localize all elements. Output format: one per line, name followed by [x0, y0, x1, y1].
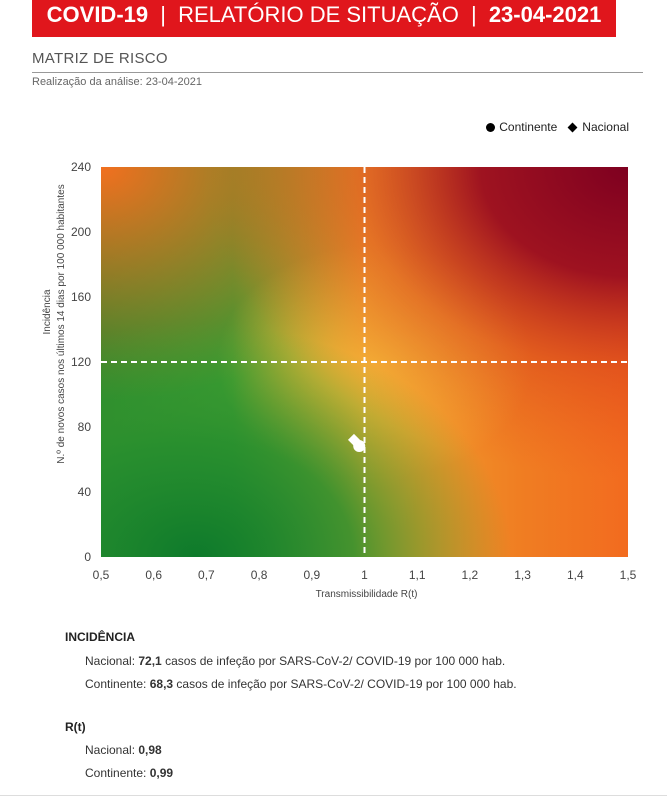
- x-tick-label: 1,4: [567, 568, 584, 582]
- y-axis-ticks: 0 40 80 120 160 200 240: [71, 160, 91, 564]
- rt-continente: Continente: 0,99: [85, 766, 173, 780]
- incidencia-heading: INCIDÊNCIA: [65, 630, 136, 644]
- y-tick-label: 200: [71, 225, 91, 239]
- diamond-marker-icon: [567, 122, 578, 132]
- risk-matrix-chart: 0 40 80 120 160 200 240 0,5 0,6 0,7 0,8 0,9 1 1,1 1,2…: [42, 160, 637, 600]
- y-tick-label: 240: [71, 160, 91, 174]
- legend-item-continente: Continente: [486, 120, 557, 134]
- incidencia-continente-value: 68,3: [149, 677, 174, 691]
- incidencia-nacional-label: Nacional:: [85, 654, 139, 668]
- header-title: RELATÓRIO DE SITUAÇÃO: [178, 2, 459, 27]
- incidencia-nacional: Nacional: 72,1 casos de infeção por SARS…: [85, 654, 505, 668]
- x-tick-label: 1: [361, 568, 368, 582]
- marker-nacional: [347, 433, 360, 446]
- x-tick-label: 0,5: [93, 568, 110, 582]
- x-tick-label: 1,2: [462, 568, 479, 582]
- incidencia-nacional-value: 72,1: [138, 654, 162, 668]
- rt-continente-value: 0,99: [149, 766, 174, 780]
- section-divider: [32, 72, 643, 73]
- rt-nacional: Nacional: 0,98: [85, 743, 162, 757]
- header-brand: COVID-19: [46, 2, 149, 27]
- x-tick-label: 0,9: [303, 568, 320, 582]
- report-header-banner: COVID-19 | RELATÓRIO DE SITUAÇÃO | 23-04…: [32, 0, 616, 37]
- chart-legend: Continente Nacional: [486, 120, 629, 134]
- legend-item-nacional: Nacional: [567, 120, 629, 134]
- y-tick-label: 120: [71, 355, 91, 369]
- y-tick-label: 80: [78, 420, 92, 434]
- y-axis-label-description: N.º de novos casos nos últimos 14 dias p…: [56, 184, 67, 463]
- incidencia-continente: Continente: 68,3 casos de infeção por SA…: [85, 677, 517, 691]
- section-title: MATRIZ DE RISCO: [32, 50, 168, 67]
- header-separator-1: |: [160, 2, 166, 27]
- x-tick-label: 0,6: [145, 568, 162, 582]
- rt-continente-label: Continente:: [85, 766, 150, 780]
- x-tick-label: 0,7: [198, 568, 215, 582]
- incidencia-nacional-text: casos de infeção por SARS-CoV-2/ COVID-1…: [161, 654, 506, 668]
- rt-nacional-value: 0,98: [138, 743, 162, 757]
- header-date: 23-04-2021: [488, 2, 602, 27]
- incidencia-continente-label: Continente:: [85, 677, 150, 691]
- incidencia-continente-text: casos de infeção por SARS-CoV-2/ COVID-1…: [173, 677, 517, 691]
- page-bottom-divider: [0, 795, 667, 796]
- x-axis-label: Transmissibilidade R(t): [316, 589, 418, 600]
- x-tick-label: 1,5: [620, 568, 637, 582]
- legend-label-continente: Continente: [499, 120, 558, 134]
- x-tick-label: 0,8: [251, 568, 268, 582]
- y-tick-label: 40: [78, 485, 92, 499]
- threshold-lines: [101, 167, 628, 557]
- y-axis-label-title: Incidência: [42, 289, 53, 334]
- rt-heading: R(t): [65, 720, 86, 734]
- rt-nacional-label: Nacional:: [85, 743, 139, 757]
- x-tick-label: 1,1: [409, 568, 426, 582]
- legend-label-nacional: Nacional: [582, 120, 629, 134]
- circle-marker-icon: [486, 122, 496, 132]
- y-tick-label: 0: [84, 550, 91, 564]
- y-tick-label: 160: [71, 290, 91, 304]
- header-separator-2: |: [470, 2, 477, 27]
- x-tick-label: 1,3: [514, 568, 531, 582]
- x-axis-ticks: 0,5 0,6 0,7 0,8 0,9 1 1,1 1,2 1,3 1,4 1,5: [93, 568, 637, 582]
- data-markers: [347, 433, 366, 453]
- analysis-date: Realização da análise: 23-04-2021: [32, 76, 203, 88]
